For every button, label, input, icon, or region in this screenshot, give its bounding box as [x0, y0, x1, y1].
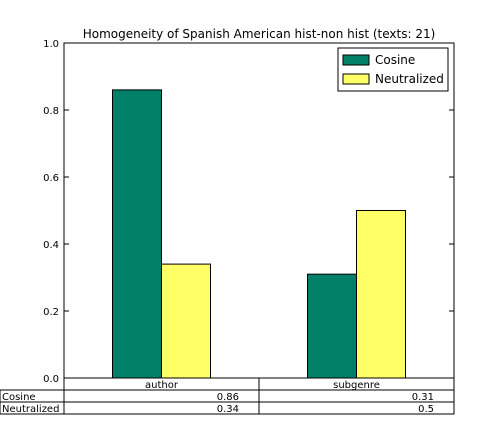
bar-neutralized-author	[161, 263, 211, 379]
y-tick-label: 0.8	[43, 106, 59, 117]
chart-title: Homogeneity of Spanish American hist-non…	[83, 27, 436, 41]
y-tick-label: 1.0	[43, 39, 59, 50]
y-tick-label: 0.0	[43, 374, 59, 385]
table-cell: 0.5	[418, 404, 434, 415]
legend: Cosine Neutralized	[337, 47, 449, 92]
legend-swatch	[342, 73, 370, 85]
table-col-label: subgenre	[333, 380, 380, 391]
legend-label: Neutralized	[375, 72, 444, 86]
table-col-label: author	[145, 380, 179, 391]
bar-neutralized-subgenre	[356, 210, 406, 379]
y-tick-label: 0.4	[43, 240, 59, 251]
table-row-label: Cosine	[2, 392, 36, 403]
table-cell: 0.86	[217, 392, 239, 403]
y-tick-label: 0.6	[43, 173, 59, 184]
legend-label: Cosine	[375, 53, 415, 67]
bars-layer	[112, 89, 406, 379]
data-table: author subgenre Cosine 0.86 0.31 Neutralized 0…	[0, 377, 455, 415]
bar-cosine-author	[112, 89, 162, 379]
table-cell: 0.34	[217, 404, 239, 415]
y-tick-label: 0.2	[43, 307, 59, 318]
table-row-label: Neutralized	[2, 404, 59, 415]
legend-swatch	[342, 54, 370, 66]
table-row	[0, 401, 455, 415]
table-cell: 0.31	[412, 392, 434, 403]
bar-cosine-subgenre	[307, 273, 357, 379]
